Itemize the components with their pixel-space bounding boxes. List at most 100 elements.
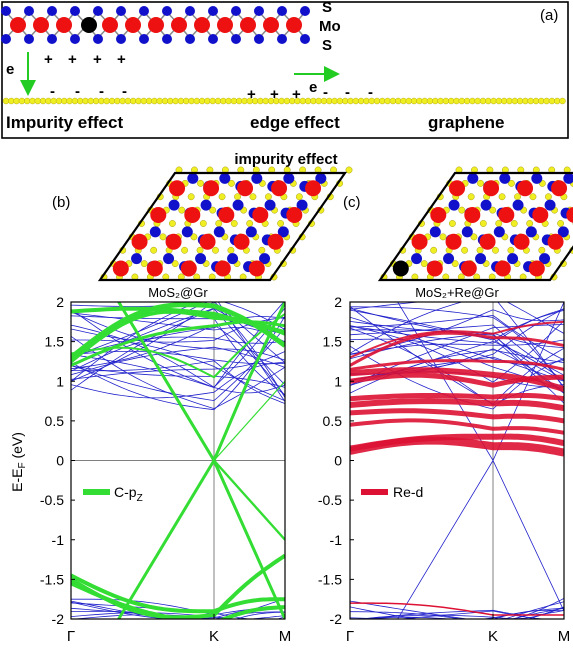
s-atom: [245, 226, 257, 238]
band-line: [71, 610, 285, 619]
mo-atom: [131, 233, 148, 250]
c-pz-band: [71, 302, 285, 360]
mo-atom: [165, 233, 182, 250]
y-axis-label: E-EF (eV): [9, 432, 28, 492]
mo-atom: [271, 180, 288, 197]
s-atom: [259, 253, 271, 265]
mo-atom: [532, 206, 549, 223]
s-atom: [168, 199, 180, 211]
s-atom: [277, 6, 287, 16]
s-atom: [264, 199, 276, 211]
mo-atom: [547, 233, 564, 250]
c-pz-band: [71, 573, 285, 614]
c-atom: [379, 97, 386, 105]
electron-label-left: e: [6, 61, 14, 78]
c-atom: [76, 97, 84, 105]
s-atom: [531, 172, 543, 184]
s-atom: [70, 34, 80, 44]
s-atom: [93, 6, 103, 16]
c-atom: [416, 97, 423, 105]
c-atom: [277, 220, 284, 227]
c-pz-band: [213, 380, 285, 461]
y-tick-labels-b: 2 1.5 1 0.5 0 -0.5 -1 -1.5 -2: [40, 294, 75, 627]
s-atom: [475, 253, 487, 265]
band-line: [350, 302, 564, 354]
mo-atom: [203, 180, 220, 197]
c-atom: [227, 246, 235, 254]
panel-a-label: (a): [540, 7, 558, 24]
re-d-band: [350, 408, 564, 424]
mo-atom: [483, 180, 500, 197]
x-tick-label: K: [488, 628, 498, 645]
mo-atom: [305, 180, 322, 197]
s-atom: [181, 226, 193, 238]
s-atom: [116, 34, 126, 44]
s-atom: [296, 199, 308, 211]
mo-atom: [33, 17, 49, 33]
y-tick-label: -1: [52, 532, 65, 548]
c-atom: [92, 97, 100, 105]
c-atom: [257, 97, 264, 105]
c-atom: [169, 220, 176, 227]
s-atom: [300, 34, 310, 44]
c-atom: [439, 233, 447, 241]
re-d-band: [350, 372, 564, 388]
mo-atom: [218, 206, 235, 223]
positive-charges-edge: + + +: [247, 86, 301, 103]
svg-text:-: -: [345, 84, 350, 101]
c-atom: [34, 97, 41, 105]
c-atom: [283, 97, 291, 105]
s-atom: [557, 226, 569, 238]
c-atom: [498, 193, 506, 201]
mo-atom: [248, 260, 265, 277]
c-atom: [538, 97, 545, 105]
svg-text:+: +: [44, 51, 53, 68]
y-tick-label: 2: [56, 294, 64, 310]
band-line: [71, 339, 285, 402]
c-atom: [299, 97, 306, 105]
svg-text:+: +: [270, 86, 279, 103]
s-atom: [300, 6, 310, 16]
mo-atom: [184, 206, 201, 223]
y-tick-label: -1.5: [318, 571, 342, 587]
legend-b: C-pZ: [83, 484, 143, 504]
mo-atom: [10, 17, 26, 33]
c-atom: [310, 97, 317, 105]
c-atom: [181, 246, 188, 254]
y-tick-label: 1.5: [323, 334, 343, 350]
s-atom: [139, 34, 149, 44]
s-atom: [162, 34, 172, 44]
y-tick-label: -1: [330, 532, 343, 548]
panel-a-frame: [1, 1, 569, 139]
band-line: [397, 302, 564, 462]
panel-b-label: (b): [52, 194, 70, 211]
c-atom: [230, 220, 238, 227]
mo-atom: [494, 260, 511, 277]
c-atom: [458, 206, 466, 214]
legend-b-text: C-p: [114, 484, 137, 500]
mo-atom: [252, 206, 269, 223]
re-d-band: [350, 331, 564, 367]
c-atom: [495, 97, 503, 105]
c-atom: [514, 193, 521, 201]
s-atom: [219, 172, 231, 184]
mo-atom: [56, 17, 72, 33]
c-atom: [171, 260, 179, 268]
c-atom: [215, 220, 223, 227]
c-atom: [228, 179, 235, 187]
y-tick-label: -0.5: [40, 492, 64, 508]
graphene-layer: [2, 97, 566, 105]
legend-c-text: Re-d: [393, 484, 423, 500]
c-pz-band: [71, 306, 285, 335]
c-atom: [532, 97, 540, 105]
y-tick-label: -2: [52, 611, 65, 627]
re-d-band: [350, 393, 564, 402]
y-tick-label: 1: [334, 373, 342, 389]
c-pz-band: [71, 313, 285, 379]
s-atom: [461, 226, 473, 238]
s-atom: [499, 172, 511, 184]
c-atom: [50, 97, 57, 105]
mo-atom: [150, 206, 167, 223]
mo-atom: [426, 260, 443, 277]
c-atom: [458, 97, 465, 105]
